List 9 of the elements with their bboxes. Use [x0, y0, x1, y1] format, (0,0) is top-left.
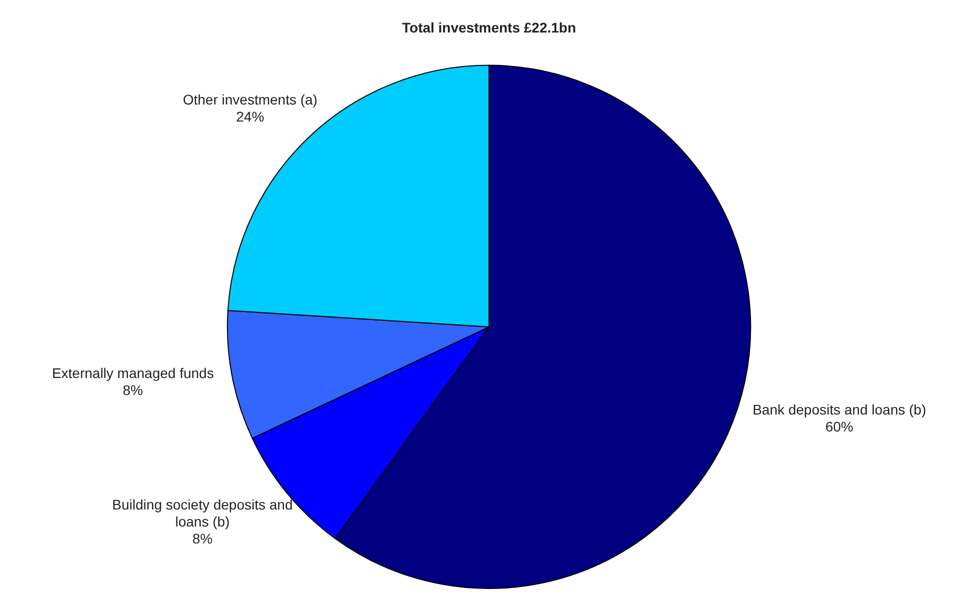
slice-label: Building society deposits and loans (b) — [112, 496, 293, 530]
data-label: 60% — [825, 418, 854, 435]
chart-title: Total investments £22.1bn — [402, 19, 576, 36]
slice-label: Externally managed funds — [52, 365, 214, 382]
data-label: 8% — [122, 382, 143, 398]
data-label: 8% — [192, 530, 213, 547]
data-label: 24% — [236, 108, 264, 125]
slice-label: Other investments (a) — [182, 92, 318, 108]
slice-label: Bank deposits and loans (b) — [752, 402, 926, 418]
